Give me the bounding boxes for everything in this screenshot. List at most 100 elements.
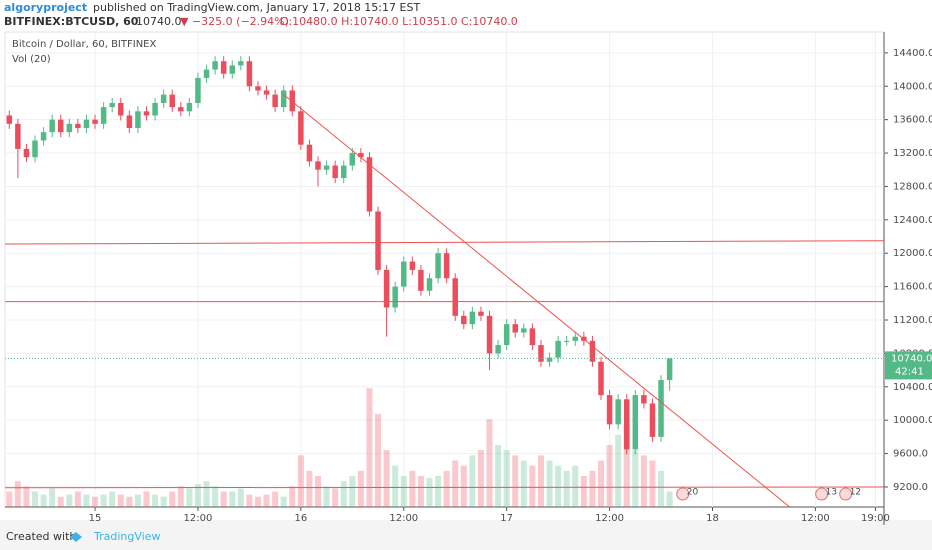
candle-body [315, 161, 321, 170]
volume-bar [289, 486, 296, 507]
x-tick-label: 17 [500, 513, 513, 524]
candle-body [435, 253, 441, 279]
symbol: BITFINEX:BTCUSD, 60 [4, 15, 139, 28]
volume-bar [632, 450, 639, 507]
volume-bar [280, 496, 287, 507]
volume-bar [555, 465, 562, 507]
candle-body [443, 253, 450, 279]
volume-bar [220, 491, 227, 507]
candle-body [263, 90, 270, 95]
candle-body [66, 123, 73, 133]
candle-body [623, 399, 630, 450]
volume-bar [14, 481, 21, 507]
candle-body [255, 86, 261, 91]
candle-body [615, 399, 621, 425]
chart-title: Bitcoin / Dollar, 60, BITFINEX [12, 39, 156, 50]
volume-bar [460, 465, 467, 507]
volume-bar [134, 494, 141, 507]
volume-bar [477, 450, 484, 507]
volume-label: Vol (20) [12, 54, 51, 65]
volume-bar [417, 476, 424, 507]
volume-bar [66, 494, 73, 507]
volume-bar [520, 460, 527, 507]
x-tick-label: 12:00 [595, 513, 624, 524]
candle-body [340, 165, 347, 179]
tv-logo [70, 532, 82, 542]
volume-bar [615, 434, 622, 507]
volume-bar [563, 470, 570, 507]
candle-body [152, 102, 158, 116]
volume-bar [606, 445, 613, 507]
candle-body [349, 153, 356, 166]
x-tick-label: 12:00 [801, 513, 830, 524]
x-tick-label: 12:00 [184, 513, 213, 524]
volume-bar [315, 476, 322, 507]
volume-bar [580, 476, 587, 507]
author[interactable]: algoryproject [4, 1, 87, 14]
volume-bar [666, 491, 673, 507]
footer-created: Created with [6, 530, 76, 543]
candle-body [306, 144, 313, 162]
y-tick-label: 14000.0 [893, 81, 932, 92]
candle-body [375, 211, 381, 270]
volume-bar [332, 488, 339, 507]
volume-bar [32, 491, 39, 507]
volume-bar [658, 470, 665, 507]
candle-body [126, 115, 133, 129]
drawn-line [5, 240, 884, 245]
volume-bar [409, 470, 416, 507]
candle-body [649, 403, 656, 437]
candle-body [246, 61, 253, 87]
candle-body [495, 345, 501, 354]
volume-bar [469, 455, 476, 507]
volume-bar [426, 478, 433, 507]
candle-body [426, 278, 433, 291]
volume-bar [649, 460, 656, 507]
y-tick-label: 12000.0 [893, 248, 932, 259]
candle-body [469, 311, 476, 325]
last-price-label: 10740.0 [891, 353, 932, 364]
candle-body [203, 69, 210, 78]
y-tick-label: 9600.0 [893, 449, 928, 460]
volume-bar [126, 496, 133, 507]
y-tick-label: 13200.0 [893, 148, 932, 159]
footer-brand[interactable]: TradingView [93, 530, 160, 543]
volume-bar [400, 476, 407, 507]
volume-bar [349, 476, 356, 507]
candle-body [169, 94, 175, 108]
candle-body [75, 123, 81, 129]
volume-bar [357, 470, 364, 507]
candle-body [529, 328, 536, 346]
candle-body [452, 278, 458, 316]
volume-bar [598, 460, 605, 507]
volume-bar [546, 460, 553, 507]
event-marker [839, 487, 853, 501]
candle-body [289, 90, 296, 112]
candle-body [118, 102, 124, 116]
plot: 9200.09600.010000.010400.010800.011200.0… [4, 31, 932, 525]
candle-body [323, 165, 330, 170]
candle-body [6, 115, 13, 124]
candle-body [461, 315, 467, 325]
candle-body [229, 65, 235, 74]
volume-bar [6, 491, 13, 507]
candle-body [23, 148, 30, 158]
volume-bar [495, 445, 502, 507]
y-tick-label: 13600.0 [893, 115, 932, 126]
y-tick-label: 10000.0 [893, 415, 932, 426]
candle-body [383, 269, 390, 308]
candle-body [521, 328, 527, 333]
event-marker [815, 487, 829, 501]
volume-bar [160, 496, 167, 507]
candle-body [555, 340, 561, 358]
candle-body [57, 119, 64, 133]
candle-body [160, 94, 167, 103]
candle-body [186, 102, 193, 112]
volume-bar [392, 465, 399, 507]
volume-bar [537, 455, 544, 507]
volume-bar [57, 496, 64, 507]
volume-bar [306, 470, 313, 507]
volume-bar [529, 465, 536, 507]
